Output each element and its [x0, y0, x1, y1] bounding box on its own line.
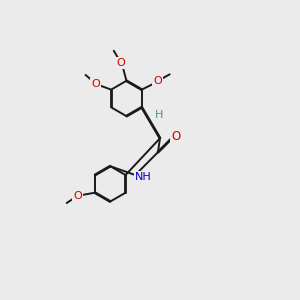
Text: O: O [74, 190, 82, 201]
Text: O: O [154, 76, 162, 86]
Text: O: O [92, 79, 100, 89]
Text: O: O [171, 130, 180, 143]
Text: H: H [155, 110, 163, 119]
Text: O: O [117, 58, 125, 68]
Text: NH: NH [135, 172, 152, 182]
